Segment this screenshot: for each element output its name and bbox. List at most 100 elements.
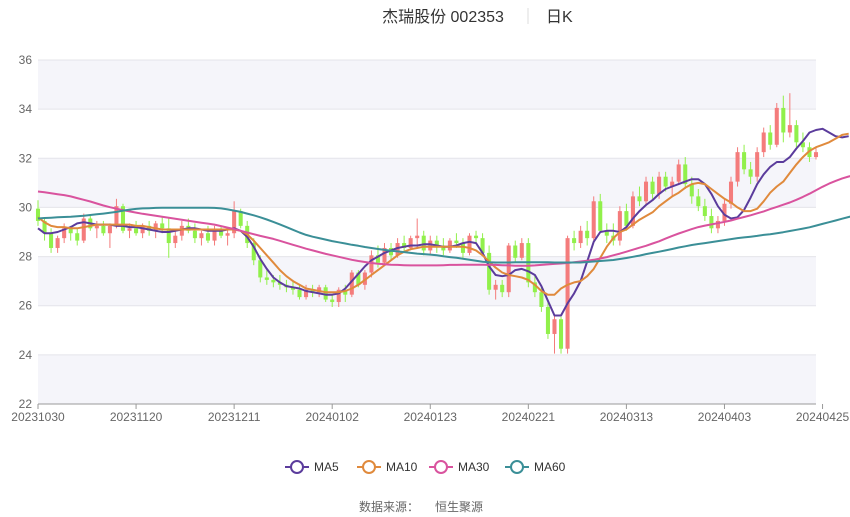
candle-body: [251, 243, 256, 261]
candle-body: [761, 132, 766, 153]
candle-body: [487, 252, 492, 290]
x-tick-label: 20231030: [11, 410, 65, 424]
candle: [467, 233, 472, 256]
y-tick-label: 34: [19, 102, 33, 116]
candle: [715, 216, 720, 234]
candle-body: [49, 233, 54, 248]
candle: [500, 279, 505, 298]
candle: [173, 230, 178, 248]
candle-body: [650, 181, 655, 194]
candle-body: [356, 272, 361, 285]
candle: [330, 294, 335, 307]
candle-body: [728, 181, 734, 204]
candle-body: [500, 284, 505, 293]
candle-body: [271, 279, 276, 283]
candle-body: [722, 203, 727, 221]
candle-body: [375, 255, 380, 263]
candle: [127, 223, 132, 239]
candle: [232, 201, 237, 239]
candle: [101, 220, 106, 236]
candle: [643, 176, 649, 207]
candle-body: [219, 230, 224, 236]
y-tick-label: 24: [19, 348, 33, 362]
candle-body: [225, 233, 230, 236]
candle-body: [258, 260, 263, 278]
y-tick-label: 36: [19, 53, 33, 67]
plot-band: [38, 354, 816, 404]
candle: [434, 235, 439, 253]
x-axis: 20231030 20231120 20231211 20240102 20240123…: [11, 404, 850, 424]
candle: [813, 147, 819, 160]
candle-body: [395, 243, 400, 256]
candle: [572, 230, 577, 251]
candle-body: [572, 238, 577, 244]
candle-body: [630, 196, 635, 226]
candle: [120, 203, 126, 234]
candle: [415, 218, 420, 248]
candle: [513, 240, 518, 263]
legend-label: MA30: [458, 460, 490, 474]
x-tick-label: 20240123: [404, 410, 458, 424]
candle: [735, 147, 740, 187]
legend-item-ma30: MA30: [429, 460, 490, 474]
x-tick-label: 20240221: [502, 410, 556, 424]
candle-body: [120, 206, 126, 231]
candle-body: [598, 201, 603, 231]
candle-body: [238, 211, 243, 226]
candle-body: [709, 216, 714, 229]
y-axis: 22 24 26 28 30 32 34 36: [19, 53, 33, 411]
candle-body: [696, 196, 701, 207]
chart-title: 杰瑞股份 002353: [382, 8, 504, 26]
candle-body: [415, 235, 420, 239]
candle-body: [637, 196, 642, 202]
legend-marker: [362, 460, 376, 474]
source-label: 数据来源：: [359, 499, 419, 514]
candle: [683, 157, 688, 189]
candle-body: [35, 208, 41, 221]
chart-subtitle: 日K: [546, 9, 573, 26]
x-tick-label: 20240313: [600, 410, 654, 424]
candle-body: [480, 238, 485, 253]
legend-marker: [290, 460, 304, 474]
legend-item-ma60: MA60: [505, 460, 566, 474]
candle: [192, 223, 197, 244]
candle: [676, 159, 681, 185]
candle: [519, 238, 524, 261]
candle-body: [317, 287, 322, 293]
candle-body: [539, 292, 544, 307]
candle: [166, 218, 171, 258]
candle-body: [663, 176, 668, 187]
candle-body: [774, 107, 779, 145]
candle-body: [683, 164, 688, 185]
grid-lines: [38, 59, 816, 405]
candle: [179, 220, 184, 241]
candle-body: [330, 299, 335, 303]
candle: [264, 270, 269, 285]
ma10-line: [37, 132, 849, 296]
candle-body: [114, 206, 119, 226]
candle-body: [460, 243, 465, 253]
candle: [114, 198, 119, 229]
candle-body: [297, 289, 302, 298]
candle: [545, 302, 550, 339]
candle: [774, 103, 779, 148]
candle-body: [506, 245, 511, 293]
candle: [225, 228, 230, 246]
candle-body: [768, 132, 773, 145]
candle-body: [68, 228, 73, 234]
candle-body: [212, 230, 217, 241]
x-tick-label: 20240403: [698, 410, 752, 424]
candle: [474, 230, 479, 244]
candle-body: [676, 164, 681, 182]
candle-body: [192, 230, 197, 239]
candle: [598, 193, 603, 234]
candle: [219, 225, 224, 239]
candle-body: [545, 306, 550, 334]
candle: [696, 189, 701, 212]
candle-body: [670, 181, 675, 187]
candle-body: [94, 225, 99, 229]
candle: [787, 93, 792, 138]
ma60-line: [37, 206, 850, 264]
candle: [493, 279, 498, 300]
